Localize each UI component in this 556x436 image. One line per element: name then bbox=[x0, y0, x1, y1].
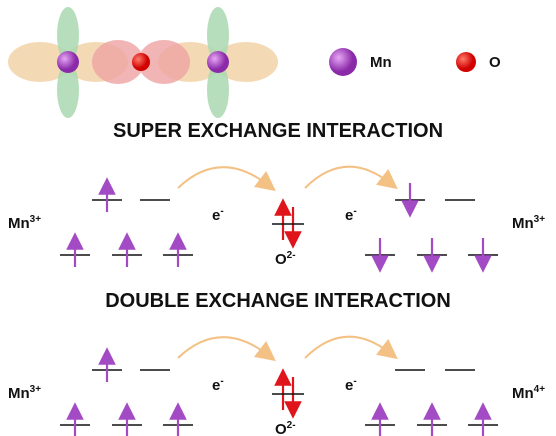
oxygen-label-sup: 2- bbox=[287, 420, 296, 431]
electron-label: e- bbox=[345, 376, 357, 394]
ion-label-sup: 3+ bbox=[30, 214, 42, 225]
electron-label-sup: - bbox=[220, 206, 223, 217]
ion-label-sup: 3+ bbox=[30, 384, 42, 395]
legend-label: O bbox=[489, 54, 501, 71]
electron-label-sup: - bbox=[220, 376, 223, 387]
electron-label-base: e bbox=[212, 207, 220, 224]
oxygen-label: O2- bbox=[275, 250, 296, 268]
oxygen-label-base: O bbox=[275, 421, 287, 436]
ion-label-base: Mn bbox=[512, 215, 534, 232]
section-title: DOUBLE EXCHANGE INTERACTION bbox=[105, 290, 451, 312]
orbital-picture bbox=[8, 7, 278, 118]
electron-label: e- bbox=[212, 376, 224, 394]
transfer-arrow bbox=[304, 335, 398, 360]
legend-mn-swatch bbox=[329, 48, 357, 76]
ion-label: Mn3+ bbox=[512, 214, 545, 232]
ion-label-sup: 4+ bbox=[534, 384, 546, 395]
electron-label-base: e bbox=[212, 377, 220, 394]
ion-label-base: Mn bbox=[8, 215, 30, 232]
electron-label-sup: - bbox=[353, 206, 356, 217]
transfer-arrow bbox=[177, 166, 276, 192]
transfer-arrow bbox=[177, 336, 276, 362]
transfer-arrow bbox=[304, 165, 398, 190]
legend-label: Mn bbox=[370, 54, 392, 71]
electron-label-sup: - bbox=[353, 376, 356, 387]
electron-label: e- bbox=[212, 206, 224, 224]
electron-label-base: e bbox=[345, 207, 353, 224]
oxygen-label-sup: 2- bbox=[287, 250, 296, 261]
legend-o-swatch bbox=[456, 52, 476, 72]
ion-label-sup: 3+ bbox=[534, 214, 546, 225]
electron-label: e- bbox=[345, 206, 357, 224]
ion-label: Mn3+ bbox=[8, 214, 41, 232]
ion-label: Mn4+ bbox=[512, 384, 545, 402]
oxygen-label: O2- bbox=[275, 420, 296, 436]
ion-label-base: Mn bbox=[8, 385, 30, 402]
electron-label-base: e bbox=[345, 377, 353, 394]
oxygen-label-base: O bbox=[275, 251, 287, 268]
section-title: SUPER EXCHANGE INTERACTION bbox=[113, 120, 443, 142]
ion-label: Mn3+ bbox=[8, 384, 41, 402]
ion-label-base: Mn bbox=[512, 385, 534, 402]
